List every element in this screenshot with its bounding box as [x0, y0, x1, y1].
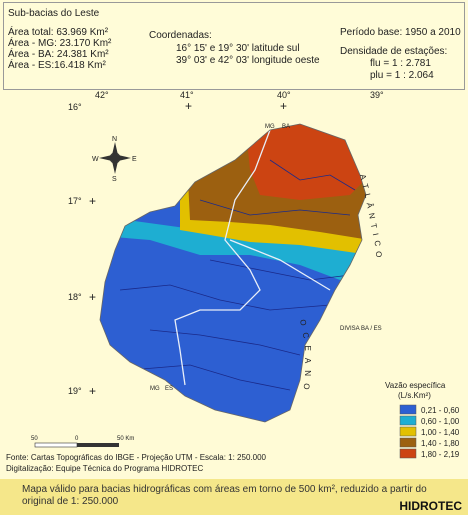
svg-text:+: + — [89, 194, 96, 208]
legend-swatch — [399, 415, 417, 426]
density-label: Densidade de estações: — [340, 46, 448, 57]
coord-label: Coordenadas: — [149, 30, 212, 41]
svg-text:+: + — [185, 99, 192, 113]
borders — [174, 129, 331, 386]
basin — [100, 124, 366, 422]
scale-label: 50 Km — [117, 436, 134, 442]
longitude: 41° — [180, 90, 194, 100]
legend-label: 1,40 - 1,80 — [421, 439, 460, 448]
banner-text: Mapa válido para bacias hidrográficas co… — [22, 484, 427, 507]
legend-label: 0,60 - 1,00 — [421, 417, 460, 426]
compass-label: E — [132, 156, 137, 163]
scale-bar: 50 0 50 Km — [31, 436, 134, 448]
longitude: 39° — [370, 90, 384, 100]
ocean-label: ATLÂNTICO — [358, 173, 379, 263]
header: Sub-bacias do Leste Área total: 63.969 K… — [3, 2, 465, 90]
latitude: 19° — [68, 386, 82, 396]
longitude: 42° — [95, 90, 109, 100]
border-label: DIVISA BA / ES — [340, 326, 382, 332]
longitude: 40° — [277, 90, 291, 100]
density-flu: flu = 1 : 2.781 — [370, 58, 431, 69]
legend-label: 0,21 - 0,60 — [421, 406, 460, 415]
legend: 0,21 - 0,60 0,60 - 1,00 1,00 - 1,40 1,40 - … — [399, 404, 460, 459]
map: 42° 41° 40° 39° 16° 17° 18° 19° + + + + + MG… — [6, 90, 460, 473]
legend-swatch — [399, 404, 417, 415]
compass: N S W E — [92, 136, 137, 183]
area: Área total: 63.969 Km² — [8, 27, 109, 38]
brand: HIDROTEC — [399, 499, 462, 513]
compass-label: N — [112, 136, 117, 143]
grid-crosses: + + + + + — [89, 99, 287, 398]
legend-unit: (L/s.Km²) — [398, 391, 431, 400]
density-plu: plu = 1 : 2.064 — [370, 70, 434, 81]
legend-label: 1,00 - 1,40 — [421, 428, 460, 437]
svg-text:+: + — [89, 290, 96, 304]
legend-swatch — [399, 426, 417, 437]
period: Período base: 1950 a 2010 — [340, 27, 461, 38]
area: Área - MG: 23.170 Km² — [8, 38, 112, 49]
legend-swatch — [399, 437, 417, 448]
latitude: 17° — [68, 196, 82, 206]
scale-label: 50 — [31, 436, 38, 442]
compass-label: S — [112, 176, 117, 183]
latitude: 16° — [68, 102, 82, 112]
area: Área - ES:16.418 Km² — [8, 60, 106, 71]
latitude: 18° — [68, 292, 82, 302]
legend-swatch — [399, 448, 417, 459]
border-label: MG — [150, 386, 160, 392]
coord-lon: 39° 03' e 42° 03' longitude oeste — [176, 55, 320, 66]
ocean-label: ATLÂNTICO — [358, 173, 384, 263]
basin-outline — [99, 123, 367, 423]
border-label: BA — [282, 124, 290, 130]
legend-label: 1,80 - 2,19 — [421, 450, 460, 459]
coord-lat: 16° 15' e 19° 30' latitude sul — [176, 43, 300, 54]
border-label: MG — [265, 124, 275, 130]
digitization: Digitalização: Equipe Técnica do Program… — [6, 464, 203, 473]
rivers — [119, 159, 356, 391]
legend-title: Vazão específica — [385, 381, 446, 390]
border-label: ES — [165, 386, 173, 392]
banner: Mapa válido para bacias hidrográficas co… — [0, 479, 468, 515]
source: Fonte: Cartas Topográficas do IBGE - Pro… — [6, 453, 267, 462]
title: Sub-bacias do Leste — [8, 8, 100, 19]
scale-label: 0 — [75, 436, 79, 442]
svg-text:+: + — [89, 384, 96, 398]
area: Área - BA: 24.381 Km² — [8, 49, 109, 60]
svg-text:+: + — [280, 99, 287, 113]
region — [100, 215, 366, 285]
compass-label: W — [92, 156, 99, 163]
